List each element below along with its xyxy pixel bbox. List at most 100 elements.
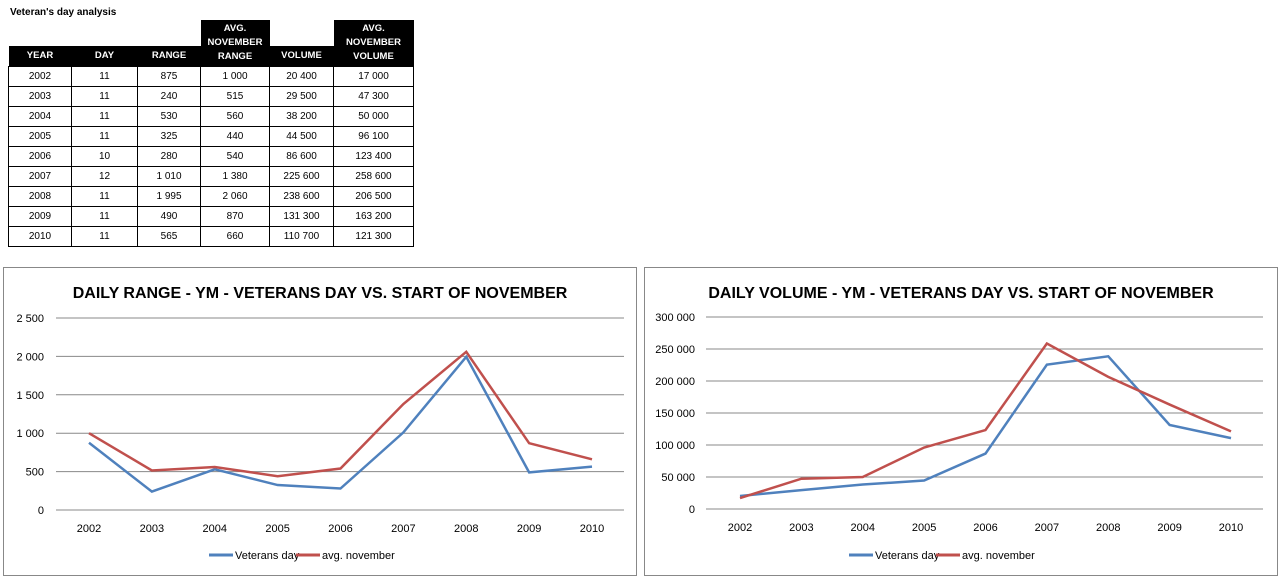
x-tick-label: 2002 xyxy=(728,522,752,534)
table-cell: 121 300 xyxy=(334,227,414,247)
y-tick-label: 150 000 xyxy=(655,408,695,420)
header-volume: VOLUME xyxy=(270,46,334,66)
table-cell: 660 xyxy=(201,227,270,247)
x-tick-label: 2003 xyxy=(789,522,813,534)
table-cell: 11 xyxy=(72,87,138,107)
y-tick-label: 250 000 xyxy=(655,344,695,356)
table-cell: 163 200 xyxy=(334,207,414,227)
x-tick-label: 2008 xyxy=(454,523,478,535)
table-cell: 440 xyxy=(201,127,270,147)
table-cell: 238 600 xyxy=(270,187,334,207)
table-cell: 1 995 xyxy=(138,187,201,207)
table-cell: 870 xyxy=(201,207,270,227)
series-line-avg-november xyxy=(740,343,1231,498)
legend-label: avg. november xyxy=(962,550,1035,562)
table-cell: 11 xyxy=(72,187,138,207)
table-cell: 29 500 xyxy=(270,87,334,107)
table-cell: 1 380 xyxy=(201,167,270,187)
x-tick-label: 2006 xyxy=(973,522,997,534)
header-avg-range: AVG. NOVEMBER RANGE xyxy=(201,20,270,67)
table-cell: 240 xyxy=(138,87,201,107)
table-cell: 540 xyxy=(201,147,270,167)
x-tick-label: 2007 xyxy=(1035,522,1059,534)
table-cell: 131 300 xyxy=(270,207,334,227)
x-tick-label: 2010 xyxy=(580,523,604,535)
sheet-title: Veteran's day analysis xyxy=(10,7,116,18)
table-cell: 50 000 xyxy=(334,107,414,127)
table-cell: 44 500 xyxy=(270,127,334,147)
table-cell: 1 010 xyxy=(138,167,201,187)
legend-label: Veterans day xyxy=(875,550,940,562)
table-cell: 490 xyxy=(138,207,201,227)
table-cell: 11 xyxy=(72,67,138,87)
x-tick-label: 2002 xyxy=(77,523,101,535)
volume-chart: DAILY VOLUME - YM - VETERANS DAY VS. STA… xyxy=(644,267,1278,576)
x-tick-label: 2009 xyxy=(1157,522,1181,534)
y-tick-label: 2 000 xyxy=(16,351,44,363)
table-cell: 20 400 xyxy=(270,67,334,87)
table-cell: 11 xyxy=(72,227,138,247)
legend-label: avg. november xyxy=(322,550,395,562)
legend-label: Veterans day xyxy=(235,550,300,562)
table-cell: 11 xyxy=(72,207,138,227)
y-tick-label: 2 500 xyxy=(16,313,44,325)
table-cell: 110 700 xyxy=(270,227,334,247)
table-cell: 2 060 xyxy=(201,187,270,207)
series-line-avg-november xyxy=(89,352,592,476)
x-tick-label: 2006 xyxy=(328,523,352,535)
chart-title: DAILY VOLUME - YM - VETERANS DAY VS. STA… xyxy=(708,285,1214,302)
table-cell: 12 xyxy=(72,167,138,187)
header-day: DAY xyxy=(72,46,138,66)
header-year: YEAR xyxy=(9,46,72,66)
x-tick-label: 2007 xyxy=(391,523,415,535)
table-cell: 565 xyxy=(138,227,201,247)
table-cell: 2004 xyxy=(9,107,72,127)
table-cell: 515 xyxy=(201,87,270,107)
y-tick-label: 0 xyxy=(689,504,695,516)
table-cell: 96 100 xyxy=(334,127,414,147)
y-tick-label: 1 500 xyxy=(16,390,44,402)
table-cell: 2008 xyxy=(9,187,72,207)
table-cell: 10 xyxy=(72,147,138,167)
table-cell: 2007 xyxy=(9,167,72,187)
table-cell: 325 xyxy=(138,127,201,147)
table-cell: 38 200 xyxy=(270,107,334,127)
table-cell: 225 600 xyxy=(270,167,334,187)
table-cell: 1 000 xyxy=(201,67,270,87)
x-tick-label: 2009 xyxy=(517,523,541,535)
table-cell: 560 xyxy=(201,107,270,127)
table-cell: 875 xyxy=(138,67,201,87)
table-cell: 123 400 xyxy=(334,147,414,167)
table-cell: 17 000 xyxy=(334,67,414,87)
table-cell: 2009 xyxy=(9,207,72,227)
x-tick-label: 2008 xyxy=(1096,522,1120,534)
table-cell: 11 xyxy=(72,107,138,127)
table-cell: 258 600 xyxy=(334,167,414,187)
table-cell: 530 xyxy=(138,107,201,127)
table-cell: 2005 xyxy=(9,127,72,147)
x-tick-label: 2005 xyxy=(912,522,936,534)
table-cell: 280 xyxy=(138,147,201,167)
range-chart: DAILY RANGE - YM - VETERANS DAY VS. STAR… xyxy=(3,267,637,576)
table-cell: 2002 xyxy=(9,67,72,87)
y-tick-label: 0 xyxy=(38,505,44,517)
header-range: RANGE xyxy=(138,46,201,66)
table-cell: 2006 xyxy=(9,147,72,167)
table-cell: 2003 xyxy=(9,87,72,107)
table-cell: 86 600 xyxy=(270,147,334,167)
y-tick-label: 100 000 xyxy=(655,440,695,452)
x-tick-label: 2005 xyxy=(265,523,289,535)
y-tick-label: 50 000 xyxy=(661,472,695,484)
y-tick-label: 1 000 xyxy=(16,428,44,440)
table-cell: 47 300 xyxy=(334,87,414,107)
data-table: YEAR DAY RANGE AVG. NOVEMBER RANGE VOLUM… xyxy=(8,20,414,247)
table-cell: 2010 xyxy=(9,227,72,247)
x-tick-label: 2010 xyxy=(1219,522,1243,534)
series-line-veterans-day xyxy=(740,356,1231,496)
